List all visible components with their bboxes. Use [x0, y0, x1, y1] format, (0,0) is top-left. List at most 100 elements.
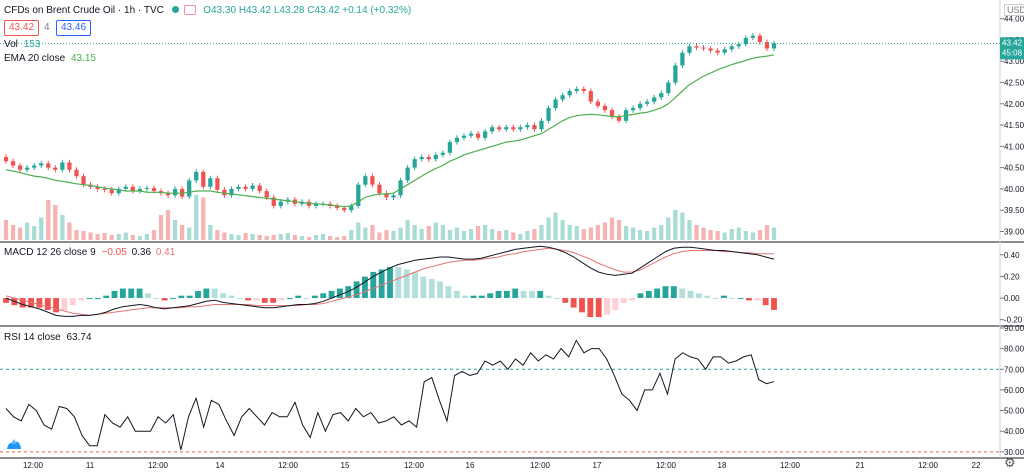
macd-histogram-bar	[236, 298, 243, 300]
macd-histogram-bar	[445, 286, 452, 299]
volume-bar	[116, 234, 121, 240]
macd-histogram-bar	[387, 267, 393, 299]
macd-histogram-bar	[437, 281, 444, 299]
candle-body	[335, 205, 340, 209]
tradingview-logo-icon[interactable]	[6, 437, 22, 455]
macd-histogram-bar	[412, 271, 418, 299]
macd-histogram-bar	[620, 298, 627, 303]
candle-body	[490, 127, 495, 132]
volume-bar	[715, 231, 720, 240]
macd-signal-value: 0.41	[155, 247, 176, 258]
candle-body	[363, 176, 368, 185]
candle-body	[560, 95, 565, 100]
macd-hist-value: −0.05	[101, 247, 127, 258]
ema-line	[5, 54, 775, 208]
volume-bar	[757, 230, 763, 240]
macd-histogram-bar	[487, 293, 494, 299]
macd-histogram-bar	[161, 298, 168, 301]
ohlc-close: C43.42	[307, 5, 340, 16]
volume-bar	[497, 231, 502, 240]
ask-price[interactable]: 43.46	[56, 20, 92, 36]
volume-bar	[222, 232, 227, 240]
macd-tick-label: -0.20	[1004, 316, 1023, 325]
volume-bar	[694, 225, 699, 240]
volume-bar	[518, 234, 523, 240]
volume-value: 153	[23, 39, 41, 50]
candle-body	[187, 180, 192, 197]
volume-bar	[137, 236, 142, 240]
candle-body	[349, 205, 354, 211]
macd-histogram-bar	[512, 288, 519, 299]
candle-body	[666, 82, 671, 94]
volume-bar	[440, 225, 445, 240]
macd-tick-label: 0.00	[1004, 294, 1020, 303]
volume-bar	[574, 226, 579, 240]
macd-histogram-bar	[762, 298, 769, 306]
volume-bar	[39, 217, 44, 240]
candle-body	[595, 101, 600, 106]
macd-histogram-bar	[403, 269, 410, 299]
candle-body	[736, 44, 741, 47]
rsi-tick-label: 50.00	[1004, 407, 1024, 416]
macd-histogram-bar	[195, 290, 201, 299]
volume-bar	[447, 230, 453, 240]
y-tick-label: 41.50	[1004, 121, 1024, 130]
volume-bar	[708, 230, 713, 240]
macd-histogram-bar	[453, 290, 460, 299]
macd-histogram-bar	[94, 298, 101, 300]
candle-body	[194, 171, 199, 181]
ema-label: EMA 20 close	[4, 53, 66, 64]
candle-body	[3, 156, 9, 162]
macd-histogram-bar	[119, 288, 126, 299]
status-dot	[171, 6, 179, 13]
options-icon[interactable]	[184, 5, 197, 16]
volume-bar	[349, 230, 354, 240]
macd-histogram-bar	[211, 288, 218, 299]
volume-bar	[151, 230, 157, 240]
candle-body	[165, 193, 171, 196]
candle-body	[764, 42, 770, 49]
candle-body	[546, 108, 551, 121]
macd-histogram-bar	[604, 298, 610, 315]
volume-bar	[680, 212, 685, 240]
y-tick-label: 39.50	[1004, 206, 1024, 215]
volume-bar	[426, 226, 431, 240]
volume-bar	[257, 235, 262, 240]
y-tick-label: 44.00	[1004, 15, 1024, 24]
candle-body	[433, 154, 438, 160]
candle-body	[60, 162, 65, 170]
bid-price[interactable]: 43.42	[4, 20, 40, 36]
candle-body	[567, 91, 572, 96]
macd-histogram-bar	[579, 298, 585, 313]
candle-body	[673, 65, 678, 83]
macd-line-value: 0.36	[131, 247, 152, 258]
rsi-tick-label: 70.00	[1004, 365, 1024, 374]
rsi-tick-label: 80.00	[1004, 345, 1024, 354]
volume-bar	[285, 233, 290, 240]
macd-histogram-bar	[645, 290, 652, 299]
macd-histogram-bar	[3, 298, 9, 303]
candle-body	[638, 103, 643, 109]
settings-gear-icon[interactable]: ⚙	[1004, 455, 1016, 470]
volume-bar	[539, 225, 544, 240]
macd-histogram-bar	[537, 290, 544, 299]
macd-histogram-bar	[111, 290, 118, 299]
x-tick-label: 16	[466, 461, 475, 470]
candle-body	[250, 185, 255, 189]
macd-histogram-bar	[220, 293, 226, 299]
volume-bar	[743, 231, 748, 240]
volume-bar	[771, 227, 777, 240]
volume-bar	[158, 215, 164, 240]
macd-histogram-bar	[53, 298, 60, 313]
candle-body	[553, 99, 558, 109]
macd-histogram-bar	[395, 267, 402, 299]
candle-body	[377, 184, 382, 194]
macd-histogram-bar	[69, 298, 76, 306]
volume-bar	[67, 222, 72, 240]
macd-label: MACD 12 26 close 9	[4, 247, 96, 258]
volume-bar	[687, 220, 692, 240]
candle-body	[645, 101, 650, 104]
volume-bar	[673, 210, 678, 240]
currency-label[interactable]: USD	[1004, 4, 1024, 16]
